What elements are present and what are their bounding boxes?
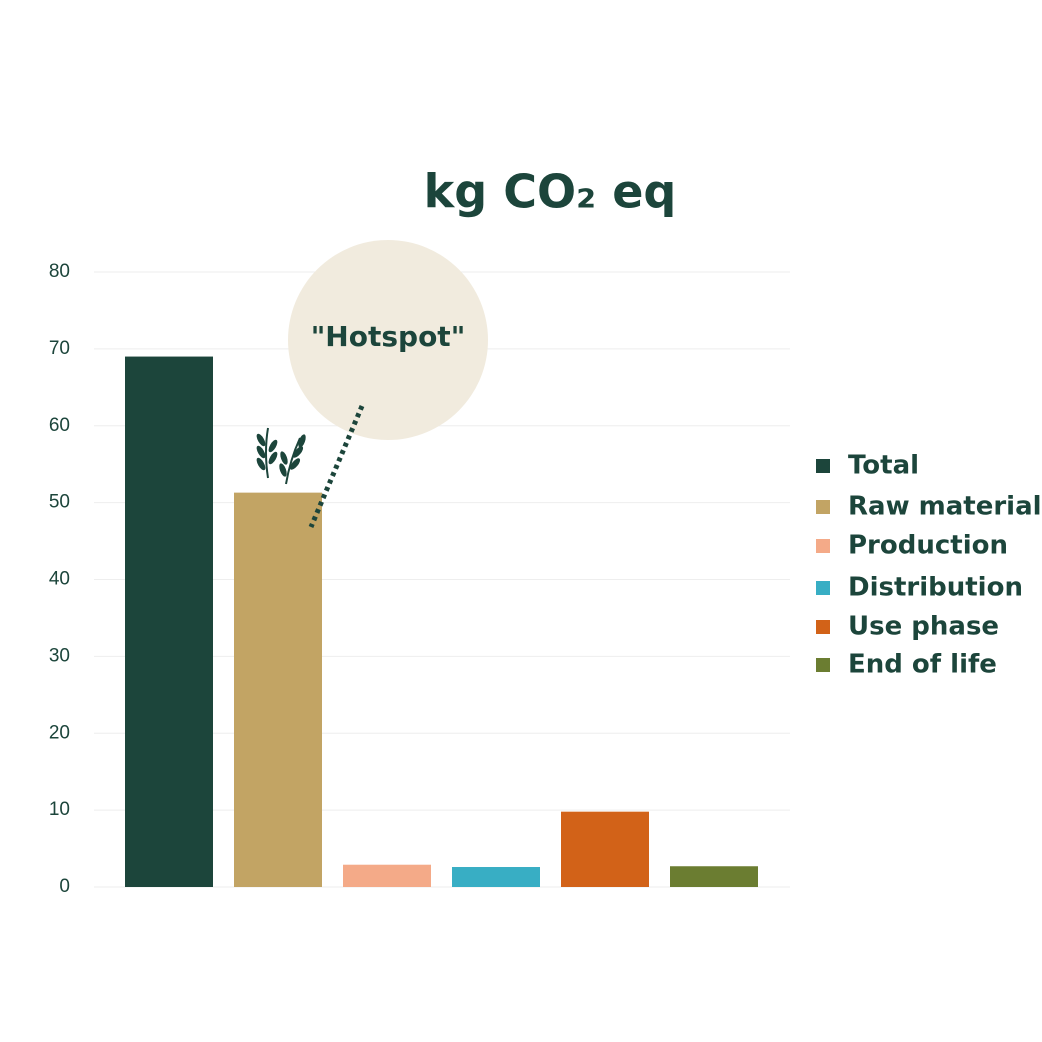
annotation-pointer [308, 405, 365, 528]
y-tick-label: 20 [49, 722, 70, 743]
legend-label: End of life [848, 650, 997, 680]
legend-label: Use phase [848, 612, 999, 642]
y-tick-label: 50 [49, 492, 70, 513]
legend-label: Total [848, 451, 919, 481]
y-tick-label: 80 [49, 261, 70, 282]
bar [670, 866, 758, 887]
y-tick-label: 40 [49, 569, 70, 590]
legend-label: Raw material [848, 492, 1042, 522]
y-tick-label: 0 [59, 876, 70, 897]
legend-swatch [816, 581, 830, 595]
hotspot-bubble [288, 240, 488, 440]
annotation: "Hotspot" [311, 320, 466, 353]
bar [452, 867, 540, 887]
bar [561, 811, 649, 887]
wheat-icon [256, 427, 306, 485]
legend-label: Distribution [848, 573, 1023, 603]
bar [234, 492, 322, 887]
y-tick-label: 70 [49, 338, 70, 359]
bar [343, 864, 431, 887]
chart-title: kg CO₂ eq [424, 165, 677, 219]
legend-swatch [816, 620, 830, 634]
legend-label: Production [848, 531, 1008, 561]
y-tick-label: 60 [49, 415, 70, 436]
legend-swatch [816, 658, 830, 672]
legend-swatch [816, 459, 830, 473]
y-tick-label: 10 [49, 799, 70, 820]
y-tick-label: 30 [49, 645, 70, 666]
legend-swatch [816, 500, 830, 514]
bar [125, 356, 213, 887]
legend-swatch [816, 539, 830, 553]
